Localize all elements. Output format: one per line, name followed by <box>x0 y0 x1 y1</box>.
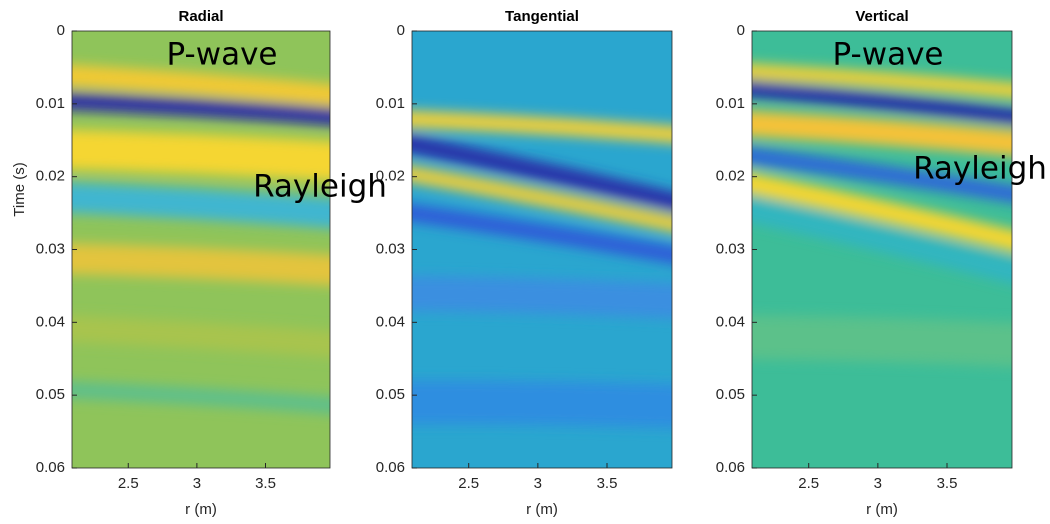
y-tick-label: 0.06 <box>376 459 405 476</box>
heatmap-band <box>72 182 330 229</box>
y-tick-label: 0.02 <box>36 168 65 185</box>
y-tick-label: 0.01 <box>716 95 745 112</box>
chart-title: Tangential <box>505 8 579 25</box>
heatmap-band <box>412 380 672 429</box>
heatmap-band <box>72 243 330 286</box>
y-tick-label: 0.05 <box>376 386 405 403</box>
heatmap-band <box>72 92 330 126</box>
x-tick-label: 2.5 <box>118 475 139 492</box>
heatmap-band <box>752 315 1012 367</box>
heatmap-band <box>752 81 1012 124</box>
heatmap-band <box>412 275 672 319</box>
heatmap-image <box>72 31 330 468</box>
x-axis-label: r (m) <box>185 501 217 518</box>
heatmap-band <box>412 165 672 233</box>
x-axis-label: r (m) <box>866 501 898 518</box>
x-tick-label: 3 <box>534 475 542 492</box>
x-tick-label: 3.5 <box>597 475 618 492</box>
heatmap-band <box>752 196 1012 284</box>
heatmap-band <box>752 63 1012 99</box>
heatmap-bands <box>752 63 1012 367</box>
y-tick-label: 0.03 <box>36 240 65 257</box>
heatmap-band <box>752 110 1012 156</box>
heatmap-band <box>412 110 672 144</box>
y-tick-label: 0.04 <box>376 313 405 330</box>
heatmap-image <box>752 31 1012 468</box>
y-tick-label: 0.04 <box>36 313 65 330</box>
panel: 0 0.01 0.02 0.03 0.04 0.05 0.06 2.5 3 3.5 Vertical… <box>716 8 1047 518</box>
y-axis-label: Time (s) <box>11 162 28 216</box>
heatmap-band <box>412 134 672 211</box>
y-tick-label: 0 <box>397 22 405 39</box>
heatmap-band <box>752 172 1012 252</box>
heatmap-band <box>72 381 330 415</box>
annotation: Rayleigh <box>913 151 1047 187</box>
x-tick-label: 3.5 <box>255 475 276 492</box>
y-tick-label: 0.03 <box>376 240 405 257</box>
panel: 0 0.01 0.02 0.03 0.04 0.05 0.06 2.5 3 3.5 Radial r … <box>11 8 387 518</box>
heatmap-band <box>752 147 1012 203</box>
y-tick-label: 0.02 <box>376 168 405 185</box>
y-tick-label: 0.04 <box>716 313 745 330</box>
y-tick-label: 0.06 <box>716 459 745 476</box>
x-tick-label: 3 <box>874 475 882 492</box>
heatmap-bands <box>412 110 672 429</box>
heatmap-band <box>412 204 672 264</box>
annotation: P-wave <box>833 37 944 73</box>
x-tick-label: 2.5 <box>798 475 819 492</box>
annotation: Rayleigh <box>253 169 387 205</box>
panel: 0 0.01 0.02 0.03 0.04 0.05 0.06 2.5 3 3.5 Tangenti… <box>376 8 673 518</box>
x-tick-label: 3 <box>193 475 201 492</box>
annotation: P-wave <box>167 37 278 73</box>
heatmap-band <box>72 129 330 181</box>
y-tick-label: 0.06 <box>36 459 65 476</box>
heatmap-bands <box>72 64 330 415</box>
heatmap-band <box>72 64 330 106</box>
x-tick-label: 3.5 <box>937 475 958 492</box>
x-tick-label: 2.5 <box>458 475 479 492</box>
chart-title: Radial <box>178 8 223 25</box>
y-tick-label: 0.05 <box>716 386 745 403</box>
y-tick-label: 0 <box>57 22 65 39</box>
heatmap-image <box>412 31 672 468</box>
y-tick-label: 0.02 <box>716 168 745 185</box>
y-tick-label: 0.05 <box>36 386 65 403</box>
y-tick-label: 0 <box>737 22 745 39</box>
y-tick-label: 0.01 <box>36 95 65 112</box>
y-tick-label: 0.03 <box>716 240 745 257</box>
chart-title: Vertical <box>855 8 908 25</box>
x-axis-label: r (m) <box>526 501 558 518</box>
heatmap-band <box>72 315 330 358</box>
y-tick-label: 0.01 <box>376 95 405 112</box>
